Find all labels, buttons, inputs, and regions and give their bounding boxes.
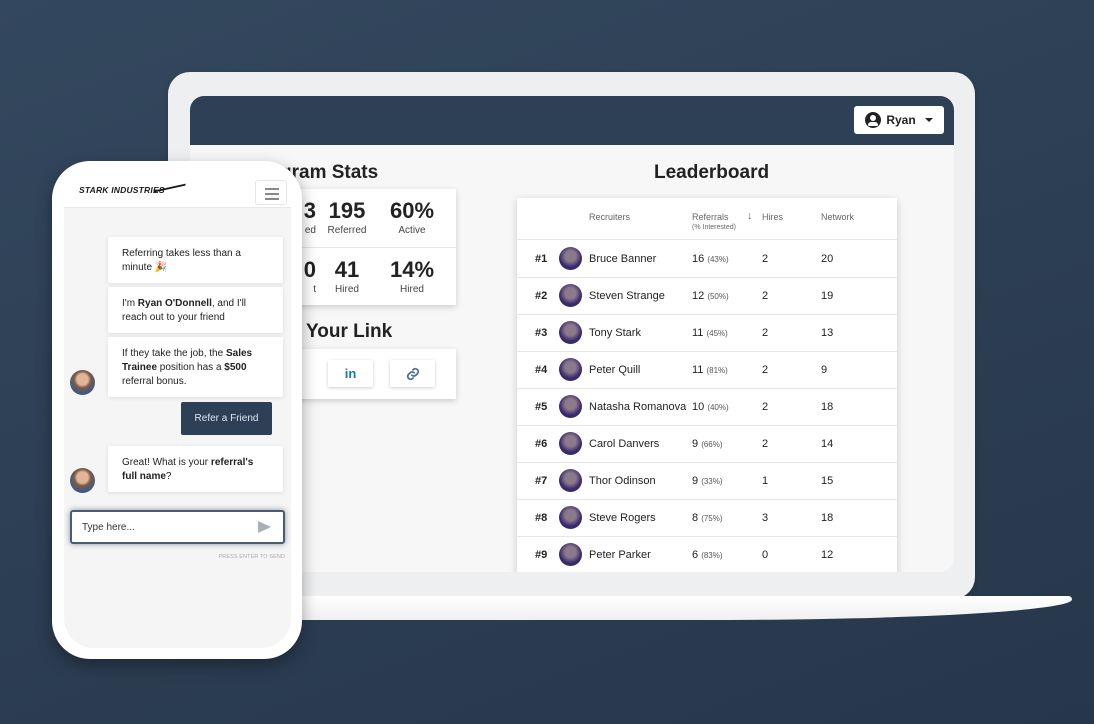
stats-card: 3 ed 195 Referred 60% Active 0 t 41 Hire…	[280, 189, 456, 305]
hamburger-menu-button[interactable]	[255, 180, 287, 205]
stat-item: 0 t	[303, 257, 316, 296]
sort-down-icon[interactable]: ↓	[747, 210, 753, 222]
user-menu-button[interactable]: Ryan	[854, 106, 944, 134]
table-row[interactable]: #9 Peter Parker 6 (83%) 0 12	[517, 537, 897, 572]
stat-item: 60% Active	[389, 198, 435, 237]
table-row[interactable]: #3 Tony Stark 11 (45%) 2 13	[517, 315, 897, 352]
avatar	[559, 469, 582, 492]
chat-input-box	[70, 510, 285, 544]
linkedin-icon: in	[344, 366, 357, 381]
table-row[interactable]: #7 Thor Odinson 9 (33%) 1 15	[517, 463, 897, 500]
table-row[interactable]: #2 Steven Strange 12 (50%) 2 19	[517, 278, 897, 315]
chat-message: Great! What is your referral's full name…	[108, 446, 283, 492]
send-icon[interactable]	[258, 521, 271, 533]
link-icon	[406, 367, 419, 380]
share-card: in	[280, 349, 456, 399]
chat-message: If they take the job, the Sales Trainee …	[108, 337, 283, 397]
avatar	[559, 284, 582, 307]
chat-input[interactable]	[82, 518, 242, 536]
linkedin-share-button[interactable]: in	[328, 360, 373, 387]
hamburger-icon	[265, 188, 279, 190]
table-row[interactable]: #5 Natasha Romanova 10 (40%) 2 18	[517, 389, 897, 426]
column-recruiters[interactable]: Recruiters	[589, 212, 631, 222]
table-row[interactable]: #8 Steve Rogers 8 (75%) 3 18	[517, 500, 897, 537]
user-name: Ryan	[886, 113, 916, 127]
column-hires[interactable]: Hires	[762, 212, 784, 222]
enter-hint: PRESS ENTER TO SEND	[218, 554, 285, 560]
stat-item: 14% Hired	[389, 257, 435, 296]
avatar	[559, 358, 582, 381]
column-referrals[interactable]: Referrals	[692, 212, 729, 222]
copy-link-button[interactable]	[390, 360, 435, 387]
avatar	[559, 321, 582, 344]
avatar	[559, 506, 582, 529]
avatar	[559, 432, 582, 455]
table-row[interactable]: #4 Peter Quill 11 (81%) 2 9	[517, 352, 897, 389]
dashboard-screen: Ryan gram Stats 3 ed 195 Referred 60% Ac…	[190, 96, 954, 572]
recruiter-avatar	[70, 370, 95, 395]
stat-item: 41 Hired	[334, 257, 360, 296]
stat-item: 195 Referred	[327, 198, 367, 237]
account-circle-icon	[865, 112, 882, 128]
stark-industries-logo: STARK INDUSTRIES	[79, 185, 165, 195]
leaderboard-table: Recruiters Referrals (% Interested) ↓ Hi…	[517, 198, 897, 572]
avatar	[559, 395, 582, 418]
column-referrals-sub: (% Interested)	[692, 224, 736, 231]
program-stats-title: gram Stats	[280, 162, 379, 183]
chat-screen: Referring takes less than a minute 🎉 I'm…	[64, 208, 291, 648]
chat-message: I'm Ryan O'Donnell, and I'll reach out t…	[108, 287, 283, 333]
table-header: Recruiters Referrals (% Interested) ↓ Hi…	[517, 198, 897, 240]
stat-item: 3 ed	[303, 198, 316, 237]
phone-frame: STARK INDUSTRIES Referring takes less th…	[52, 161, 302, 659]
leaderboard-title: Leaderboard	[654, 162, 770, 183]
stats-row: 0 t 41 Hired 14% Hired	[280, 247, 456, 305]
recruiter-avatar	[70, 468, 95, 493]
avatar	[559, 247, 582, 270]
caret-down-icon	[924, 118, 933, 122]
share-link-title: Your Link	[306, 321, 393, 342]
stats-row: 3 ed 195 Referred 60% Active	[280, 189, 456, 247]
app-header: Ryan	[190, 96, 954, 145]
laptop-base	[230, 596, 1072, 620]
phone-navbar: STARK INDUSTRIES	[64, 173, 291, 208]
table-row[interactable]: #6 Carol Danvers 9 (66%) 2 14	[517, 426, 897, 463]
table-row[interactable]: #1 Bruce Banner 16 (43%) 2 20	[517, 241, 897, 278]
refer-a-friend-button[interactable]: Refer a Friend	[181, 402, 272, 435]
column-network[interactable]: Network	[821, 212, 855, 222]
avatar	[559, 543, 582, 566]
chat-message: Referring takes less than a minute 🎉	[108, 237, 283, 283]
